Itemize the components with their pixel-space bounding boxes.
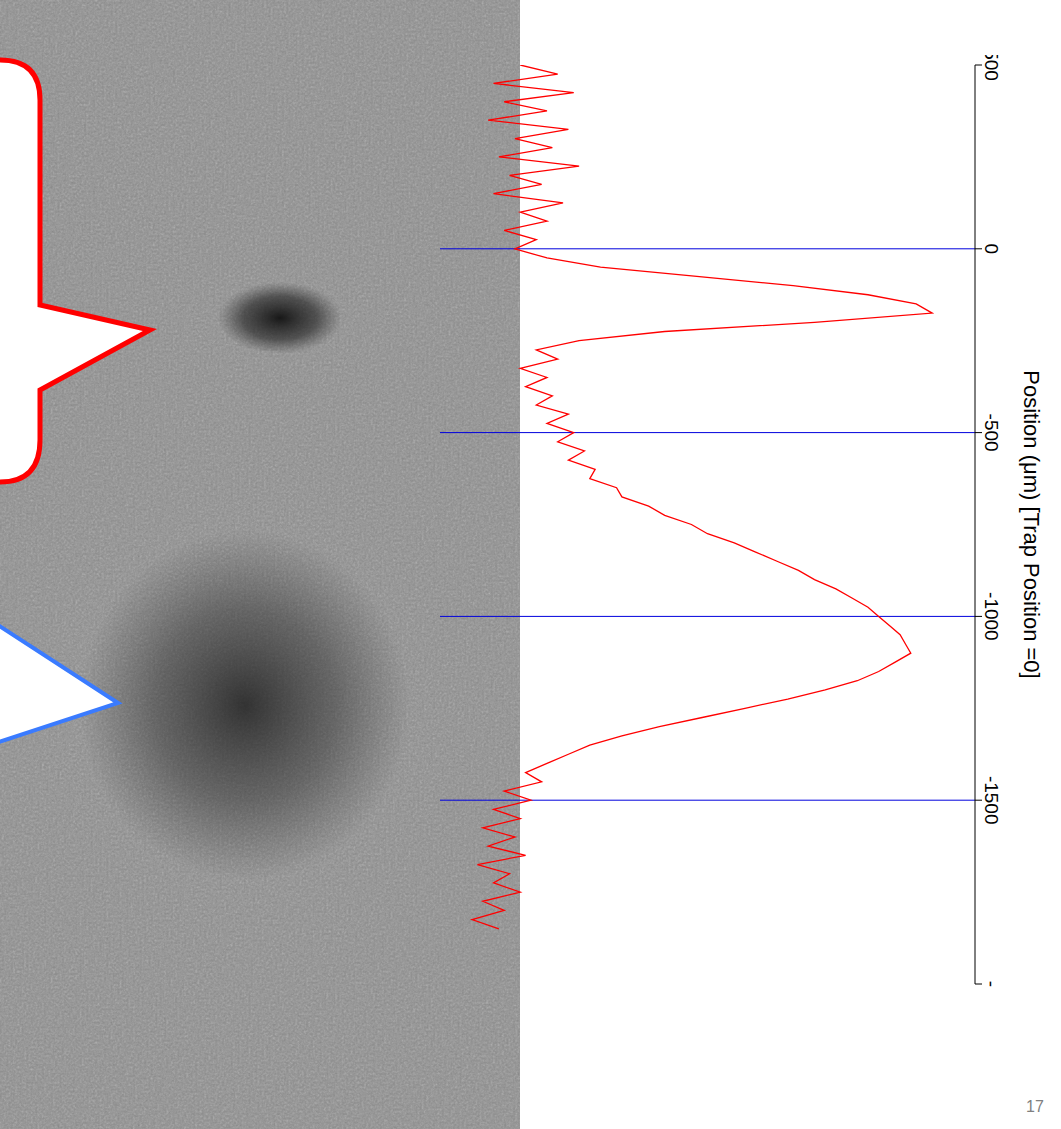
svg-text:Position (μm) [Trap Position =: Position (μm) [Trap Position =0] <box>1019 370 1044 678</box>
html-text:17: 17 <box>1026 1098 1044 1115</box>
svg-text:-: - <box>981 981 1002 987</box>
svg-text:500: 500 <box>981 55 1002 81</box>
svg-text:-1500: -1500 <box>981 776 1002 825</box>
svg-text:-1000: -1000 <box>981 592 1002 641</box>
svg-text:0: 0 <box>981 244 1002 255</box>
svg-text:-500: -500 <box>981 414 1002 452</box>
